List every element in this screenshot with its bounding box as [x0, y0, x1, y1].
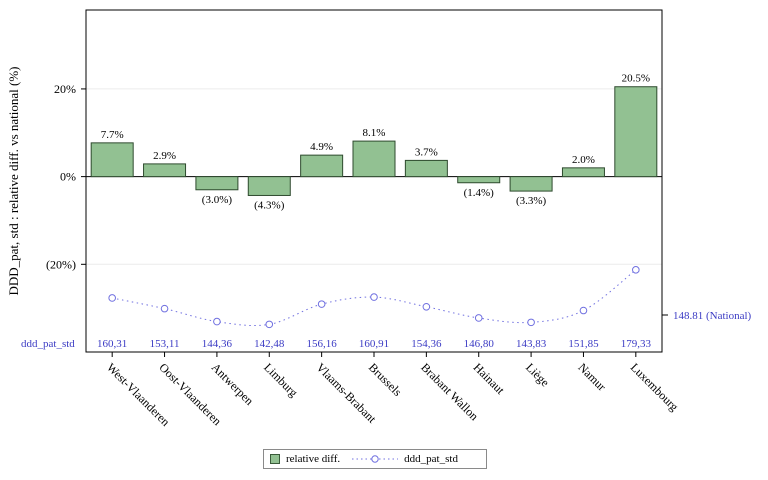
ddd-pat-std-point: [527, 318, 535, 327]
category-label: Luxembourg: [628, 360, 682, 414]
bar: [247, 176, 291, 196]
ddd-pat-std-value: 179,33: [621, 338, 652, 350]
bar-value-label: 4.9%: [310, 141, 333, 153]
ddd-pat-std-value: 144,36: [202, 338, 233, 350]
legend-label-relative-diff: relative diff.: [286, 453, 341, 465]
bar-value-label: 8.1%: [363, 127, 386, 139]
ddd-pat-std-point: [422, 302, 431, 311]
y-tick-label: (20%): [46, 257, 76, 271]
ddd-pat-std-value: 146,80: [464, 338, 495, 350]
bar: [143, 163, 187, 178]
category-label: Hainaut: [471, 360, 508, 397]
bar: [90, 142, 134, 178]
legend: relative diff. ddd_pat_std: [263, 449, 487, 469]
ddd-pat-std-point: [108, 294, 116, 302]
bar-value-label: (3.0%): [202, 194, 233, 206]
ddd-pat-std-point: [632, 266, 640, 274]
ddd-pat-std-value: 142,48: [254, 338, 285, 350]
ddd-pat-std-point: [213, 317, 221, 326]
bar-value-label: 20.5%: [622, 73, 650, 85]
ddd-row-label: ddd_pat_std: [21, 338, 75, 350]
legend-marker-ddd-pat-std: [352, 453, 399, 465]
ddd-pat-std-point: [265, 320, 274, 329]
ddd-pat-std-point: [317, 300, 326, 308]
ddd-pat-std-value: 143,83: [516, 338, 547, 350]
bar: [509, 176, 553, 192]
ddd-pat-std-point: [160, 304, 169, 313]
ddd-pat-std-point: [370, 293, 378, 301]
bar: [352, 140, 396, 178]
legend-swatch-relative-diff: [270, 454, 280, 464]
bar-value-label: (3.3%): [516, 195, 547, 207]
bar: [404, 159, 448, 178]
bar: [300, 154, 344, 178]
y-tick-label: 20%: [54, 82, 76, 96]
bar: [614, 86, 658, 178]
bar: [195, 176, 239, 191]
national-reference-label: 148.81 (National): [673, 310, 752, 322]
legend-label-ddd-pat-std: ddd_pat_std: [404, 453, 458, 465]
y-tick-label: 0%: [60, 170, 76, 184]
category-label: Namur: [575, 360, 608, 393]
ddd-pat-std-point: [579, 306, 588, 315]
ddd-pat-std-value: 160,91: [359, 338, 389, 350]
bar-value-label: 2.9%: [153, 150, 176, 162]
category-label: Antwerpen: [209, 360, 257, 408]
bar: [561, 167, 605, 178]
bar-value-label: 3.7%: [415, 146, 438, 158]
ddd-pat-std-value: 153,11: [150, 338, 180, 350]
ddd-pat-std-value: 156,16: [307, 338, 338, 350]
category-label: Brussels: [366, 360, 405, 399]
bar: [457, 176, 501, 184]
bar-value-label: (4.3%): [254, 199, 285, 211]
ddd-pat-std-value: 160,31: [97, 338, 127, 350]
ddd-pat-std-point: [474, 314, 483, 322]
bar-value-label: 7.7%: [101, 129, 124, 141]
ddd-pat-std-value: 154,36: [411, 338, 442, 350]
bar-value-label: 2.0%: [572, 154, 595, 166]
category-label: Liège: [523, 360, 552, 389]
ddd-pat-std-value: 151,85: [568, 338, 599, 350]
bar-value-label: (1.4%): [464, 187, 495, 199]
y-axis-title: DDD_pat, std : relative diff. vs nationa…: [6, 66, 21, 295]
category-label: Limburg: [261, 360, 300, 399]
